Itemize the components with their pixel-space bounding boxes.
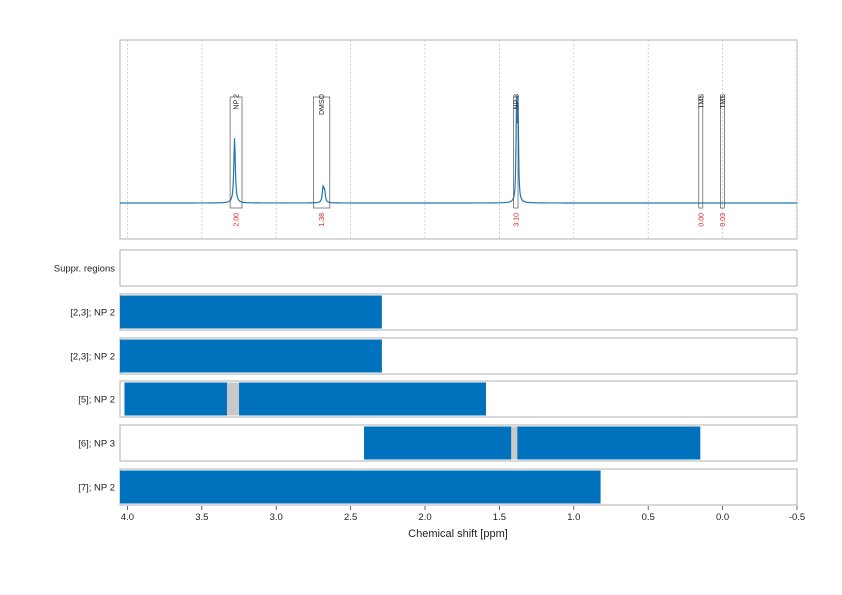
peak-region-box [513, 96, 519, 209]
peak-label: NP 2 [234, 94, 241, 110]
x-tick-label: 2.5 [344, 512, 357, 523]
x-tick-label: 3.0 [270, 512, 283, 523]
fit-row: [7]; NP 2 [78, 468, 798, 506]
x-axis-label: Chemical shift [ppm] [408, 528, 508, 540]
fit-bar [239, 382, 487, 416]
integral-label: 0.03 [720, 213, 727, 227]
suppressed-segment [227, 382, 240, 416]
x-tick-label: 4.0 [121, 512, 134, 523]
peak-label: TMS [720, 94, 727, 109]
spectrum-line [120, 95, 797, 204]
fit-bar [120, 295, 382, 329]
peak-region-box [229, 96, 243, 209]
fit-bar [120, 470, 601, 504]
x-tick-label: 0.5 [642, 512, 655, 523]
fit-bar [364, 426, 512, 460]
x-tick-label: 2.0 [418, 512, 431, 523]
row-label: [2,3]; NP 2 [70, 352, 115, 363]
x-axis: 4.0 3.5 3.0 2.5 2.0 1.5 1.0 0.5 0.0 -0.5 [121, 506, 805, 523]
row-label: [5]; NP 2 [78, 395, 115, 406]
peak-region-box [313, 96, 331, 209]
peak-label: NP 3 [513, 94, 520, 110]
integral-label: 1.38 [319, 213, 326, 227]
integral-label: 3.10 [513, 213, 520, 227]
spectrum-panel: NP 2 2.00 DMSO 1.38 NP 3 3.10 TMS 0.00 TMS 0.03 [119, 39, 798, 240]
x-tick-label: 3.5 [195, 512, 208, 523]
row-frame [119, 249, 798, 287]
peak-region-box [720, 96, 725, 209]
row-label: [7]; NP 2 [78, 483, 115, 494]
row-label: [2,3]; NP 2 [70, 308, 115, 319]
fit-row: [2,3]; NP 2 [70, 293, 798, 331]
peak-label: TMS [698, 94, 705, 109]
fit-row: Suppr. regions [54, 249, 798, 287]
peak-label: DMSO [319, 93, 326, 115]
row-label: Suppr. regions [54, 264, 116, 275]
fit-bar [517, 426, 701, 460]
fit-row: [5]; NP 2 [78, 380, 798, 418]
row-label: [6]; NP 3 [78, 439, 115, 450]
x-tick-label: 1.5 [493, 512, 506, 523]
fit-bar [124, 382, 228, 416]
fit-row: [6]; NP 3 [78, 424, 798, 462]
x-tick-label: 0.0 [716, 512, 729, 523]
integral-label: 0.00 [698, 213, 705, 227]
x-tick-label: 1.0 [567, 512, 580, 523]
integral-label: 2.00 [234, 213, 241, 227]
rows-panel: Suppr. regions [2,3]; NP 2 [2,3]; NP 2 [5];… [54, 249, 798, 506]
spectrum-frame [119, 39, 798, 240]
peak-region-box [698, 96, 704, 209]
x-tick-label: -0.5 [789, 512, 805, 523]
fit-row: [2,3]; NP 2 [70, 337, 798, 375]
suppressed-segment [511, 426, 518, 460]
fit-bar [120, 339, 382, 373]
